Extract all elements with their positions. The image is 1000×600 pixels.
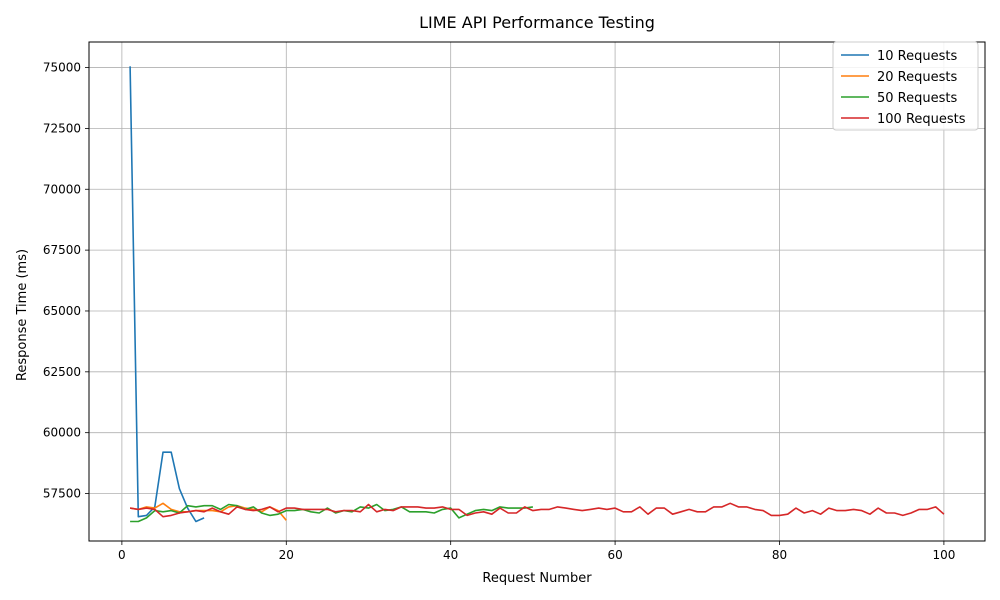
- y-tick-label: 60000: [43, 426, 81, 440]
- legend-label: 100 Requests: [877, 112, 966, 127]
- x-tick-label: 80: [772, 548, 787, 562]
- legend-label: 20 Requests: [877, 70, 957, 85]
- y-tick-label: 62500: [43, 365, 81, 379]
- legend-label: 50 Requests: [877, 91, 957, 106]
- x-tick-label: 0: [118, 548, 126, 562]
- y-axis: 57500 60000 62500 65000 67500 70000 72500 75000: [43, 61, 89, 501]
- legend-box: [832, 41, 979, 131]
- y-tick-label: 65000: [43, 304, 81, 318]
- y-tick-label: 57500: [43, 487, 81, 501]
- grid: [89, 42, 985, 541]
- x-axis: 0 20 40 60 80 100: [118, 541, 955, 562]
- x-tick-label: 20: [279, 548, 294, 562]
- series-line-1: [129, 66, 205, 523]
- legend-label: 10 Requests: [877, 49, 957, 64]
- x-tick-label: 60: [607, 548, 622, 562]
- legend: 10 Requests 20 Requests 50 Requests 100 Req…: [832, 41, 979, 131]
- series-layer: [129, 66, 945, 523]
- x-axis-label: Request Number: [482, 571, 592, 586]
- plot-frame: [88, 41, 986, 542]
- y-tick-label: 75000: [43, 61, 81, 75]
- chart-title: LIME API Performance Testing: [419, 13, 655, 32]
- y-tick-label: 70000: [43, 182, 81, 196]
- x-tick-label: 40: [443, 548, 458, 562]
- y-axis-label: Response Time (ms): [15, 249, 30, 381]
- series-line-4: [129, 502, 945, 518]
- y-tick-label: 67500: [43, 243, 81, 257]
- y-tick-label: 72500: [43, 121, 81, 135]
- x-tick-label: 100: [932, 548, 955, 562]
